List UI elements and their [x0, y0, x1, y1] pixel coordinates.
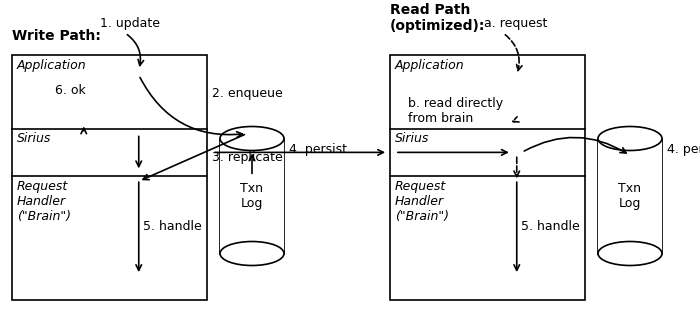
Text: Sirius: Sirius [17, 133, 51, 145]
Bar [12, 55, 207, 300]
Polygon shape [220, 138, 284, 253]
Text: Request
Handler
("Brain"): Request Handler ("Brain") [17, 180, 71, 223]
Text: Txn
Log: Txn Log [619, 182, 641, 210]
Ellipse shape [220, 126, 284, 151]
Polygon shape [598, 138, 662, 253]
Text: 2. enqueue: 2. enqueue [212, 87, 283, 100]
Text: Read Path
(optimized):: Read Path (optimized): [390, 3, 485, 33]
Text: Application: Application [395, 59, 465, 72]
Text: b. read directly
from brain: b. read directly from brain [408, 97, 503, 125]
Bar [390, 55, 585, 300]
Ellipse shape [598, 241, 662, 265]
Text: 3. replicate: 3. replicate [212, 151, 283, 164]
Text: 6. ok: 6. ok [55, 84, 85, 97]
Text: 4. persist: 4. persist [667, 143, 700, 156]
Text: 5. handle: 5. handle [521, 220, 580, 233]
Text: 4. persist: 4. persist [289, 143, 347, 156]
Ellipse shape [220, 241, 284, 265]
Text: Sirius: Sirius [395, 133, 429, 145]
Ellipse shape [598, 126, 662, 151]
Text: Write Path:: Write Path: [12, 29, 101, 43]
Text: 5. handle: 5. handle [143, 220, 202, 233]
Text: Application: Application [17, 59, 87, 72]
Text: a. request: a. request [484, 17, 547, 30]
Text: Request
Handler
("Brain"): Request Handler ("Brain") [395, 180, 449, 223]
Text: Txn
Log: Txn Log [241, 182, 263, 210]
Text: 1. update: 1. update [99, 17, 160, 30]
